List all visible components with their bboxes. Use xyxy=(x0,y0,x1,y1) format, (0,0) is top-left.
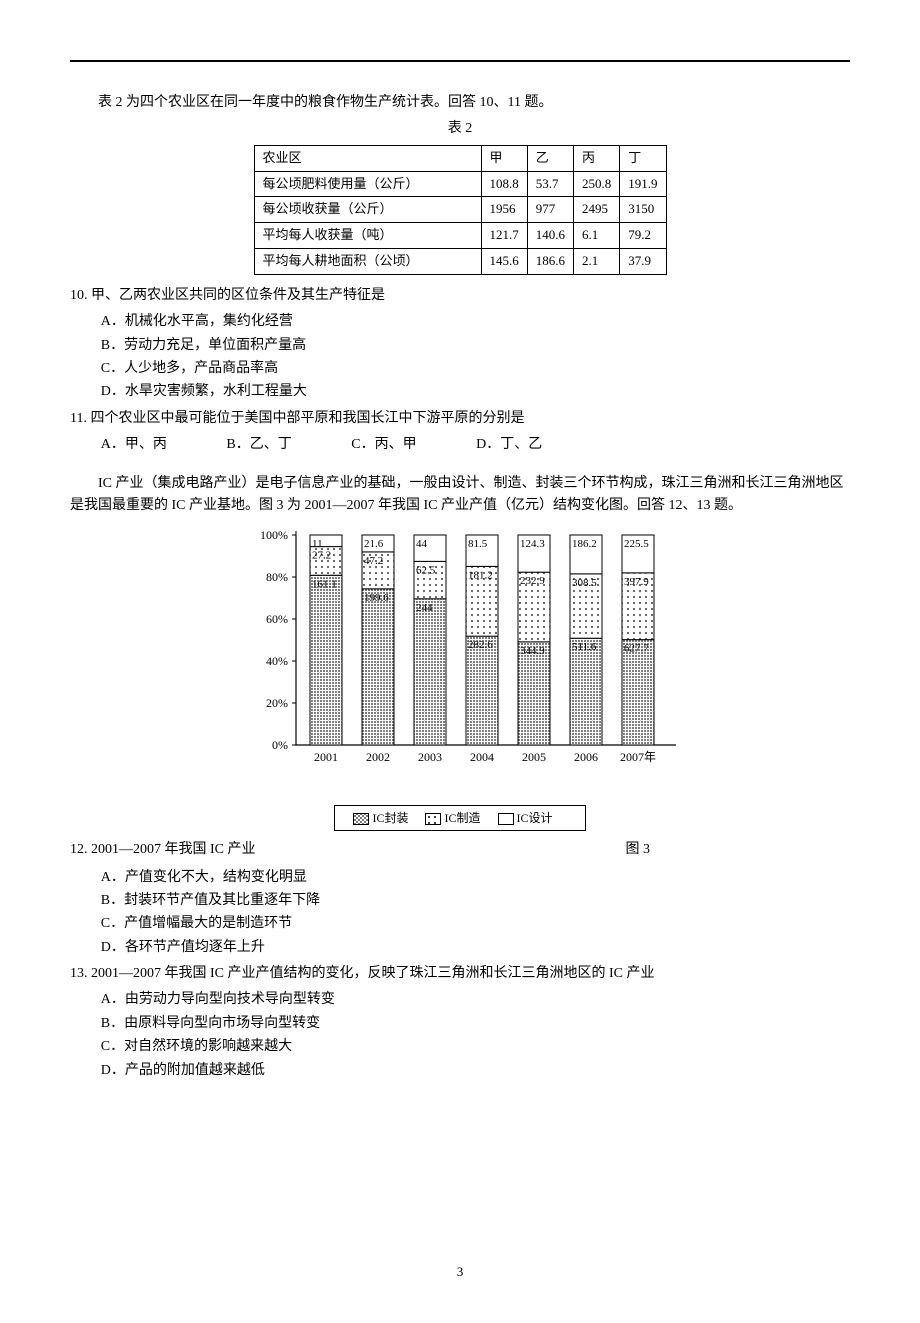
svg-text:124.3: 124.3 xyxy=(520,538,545,550)
table-row: 每公顷肥料使用量（公斤）108.853.7250.8191.9 xyxy=(254,171,666,197)
td: 121.7 xyxy=(481,223,527,249)
th: 乙 xyxy=(527,145,573,171)
svg-text:225.5: 225.5 xyxy=(624,538,649,550)
svg-text:199.6: 199.6 xyxy=(364,592,389,604)
svg-text:2006: 2006 xyxy=(574,750,598,764)
td: 977 xyxy=(527,197,573,223)
stacked-bar-chart: 0% 20% 40% 60% 80% 100% 161.1 27.211 2001 199.6 47… xyxy=(230,523,690,803)
legend-label: IC封装 xyxy=(372,811,408,825)
q12-option-b: B．封装环节产值及其比重逐年下降 xyxy=(101,890,850,912)
svg-text:627.7: 627.7 xyxy=(624,643,649,655)
legend-label: IC制造 xyxy=(444,811,480,825)
svg-text:2004: 2004 xyxy=(470,750,494,764)
td: 108.8 xyxy=(481,171,527,197)
svg-text:11: 11 xyxy=(312,538,323,550)
td: 53.7 xyxy=(527,171,573,197)
td: 250.8 xyxy=(574,171,620,197)
td: 1956 xyxy=(481,197,527,223)
q11-option-c: C．丙、甲 xyxy=(351,434,416,456)
svg-text:282.6: 282.6 xyxy=(468,639,493,651)
td: 140.6 xyxy=(527,223,573,249)
q13-option-a: A．由劳动力导向型向技术导向型转变 xyxy=(101,989,850,1011)
fig3-label: 图 3 xyxy=(626,839,851,861)
svg-text:2003: 2003 xyxy=(418,750,442,764)
q11-stem: 11. 四个农业区中最可能位于美国中部平原和我国长江中下游平原的分别是 xyxy=(70,408,850,430)
svg-text:344.9: 344.9 xyxy=(520,645,545,657)
th: 丁 xyxy=(620,145,666,171)
q13-stem: 13. 2001—2007 年我国 IC 产业产值结构的变化，反映了珠江三角洲和… xyxy=(70,963,850,985)
table2-caption: 表 2 xyxy=(70,118,850,140)
td: 2495 xyxy=(574,197,620,223)
th: 甲 xyxy=(481,145,527,171)
svg-text:44: 44 xyxy=(416,538,428,550)
td: 平均每人收获量（吨） xyxy=(254,223,481,249)
svg-text:47.2: 47.2 xyxy=(364,555,383,567)
table-row: 每公顷收获量（公斤）195697724953150 xyxy=(254,197,666,223)
td: 37.9 xyxy=(620,248,666,274)
td: 6.1 xyxy=(574,223,620,249)
q10-option-a: A．机械化水平高，集约化经营 xyxy=(101,311,850,333)
td: 145.6 xyxy=(481,248,527,274)
q10-option-c: C．人少地多，产品商品率高 xyxy=(101,358,850,380)
svg-text:40%: 40% xyxy=(266,654,288,668)
svg-text:21.6: 21.6 xyxy=(364,538,384,550)
svg-text:232.9: 232.9 xyxy=(520,575,545,587)
q12-option-d: D．各环节产值均逐年上升 xyxy=(101,937,850,959)
svg-text:181.2: 181.2 xyxy=(468,570,493,582)
svg-text:0%: 0% xyxy=(272,738,288,752)
table-row: 平均每人收获量（吨）121.7140.66.179.2 xyxy=(254,223,666,249)
fig3-chart: 0% 20% 40% 60% 80% 100% 161.1 27.211 2001 199.6 47… xyxy=(230,523,690,831)
page-number: 3 xyxy=(70,1262,850,1283)
svg-text:2005: 2005 xyxy=(522,750,546,764)
svg-text:81.5: 81.5 xyxy=(468,538,488,550)
q11-option-d: D．丁、乙 xyxy=(476,434,542,456)
chart-legend: IC封装 IC制造 IC设计 xyxy=(334,805,585,831)
svg-text:100%: 100% xyxy=(260,528,288,542)
th: 丙 xyxy=(574,145,620,171)
q10-stem: 10. 甲、乙两农业区共同的区位条件及其生产特征是 xyxy=(70,285,850,307)
table-row: 平均每人耕地面积（公顷）145.6186.62.137.9 xyxy=(254,248,666,274)
svg-text:80%: 80% xyxy=(266,570,288,584)
td: 3150 xyxy=(620,197,666,223)
svg-text:60%: 60% xyxy=(266,612,288,626)
td: 每公顷肥料使用量（公斤） xyxy=(254,171,481,197)
svg-text:161.1: 161.1 xyxy=(312,579,337,591)
svg-text:62.5: 62.5 xyxy=(416,565,436,577)
table2-intro: 表 2 为四个农业区在同一年度中的粮食作物生产统计表。回答 10、11 题。 xyxy=(70,92,850,114)
td: 79.2 xyxy=(620,223,666,249)
q10-option-d: D．水旱灾害频繁，水利工程量大 xyxy=(101,381,850,403)
table2: 农业区 甲 乙 丙 丁 每公顷肥料使用量（公斤）108.853.7250.819… xyxy=(254,145,667,275)
q11-option-a: A．甲、丙 xyxy=(101,434,167,456)
svg-text:397.9: 397.9 xyxy=(624,576,649,588)
q11-option-b: B．乙、丁 xyxy=(226,434,291,456)
table-header-row: 农业区 甲 乙 丙 丁 xyxy=(254,145,666,171)
td: 186.6 xyxy=(527,248,573,274)
svg-text:27.2: 27.2 xyxy=(312,550,331,562)
svg-text:244: 244 xyxy=(416,602,433,614)
svg-text:2007年: 2007年 xyxy=(620,750,656,764)
td: 平均每人耕地面积（公顷） xyxy=(254,248,481,274)
q12-option-c: C．产值增幅最大的是制造环节 xyxy=(101,913,850,935)
svg-text:20%: 20% xyxy=(266,696,288,710)
svg-text:511.6: 511.6 xyxy=(572,642,597,654)
q13-option-b: B．由原料导向型向市场导向型转变 xyxy=(101,1013,850,1035)
q11-options: A．甲、丙 B．乙、丁 C．丙、甲 D．丁、乙 xyxy=(70,434,850,456)
legend-label: IC设计 xyxy=(517,811,553,825)
q13-option-c: C．对自然环境的影响越来越大 xyxy=(101,1036,850,1058)
th: 农业区 xyxy=(254,145,481,171)
q13-option-d: D．产品的附加值越来越低 xyxy=(101,1060,850,1082)
svg-text:308.5: 308.5 xyxy=(572,577,597,589)
td: 每公顷收获量（公斤） xyxy=(254,197,481,223)
top-rule xyxy=(70,60,850,62)
svg-text:2002: 2002 xyxy=(366,750,390,764)
q12-option-a: A．产值变化不大，结构变化明显 xyxy=(101,867,850,889)
ic-paragraph: IC 产业（集成电路产业）是电子信息产业的基础，一般由设计、制造、封装三个环节构… xyxy=(70,473,850,518)
svg-text:186.2: 186.2 xyxy=(572,538,597,550)
q12-stem: 12. 2001—2007 年我国 IC 产业 xyxy=(70,839,256,861)
q10-option-b: B．劳动力充足，单位面积产量高 xyxy=(101,335,850,357)
td: 2.1 xyxy=(574,248,620,274)
td: 191.9 xyxy=(620,171,666,197)
svg-text:2001: 2001 xyxy=(314,750,338,764)
